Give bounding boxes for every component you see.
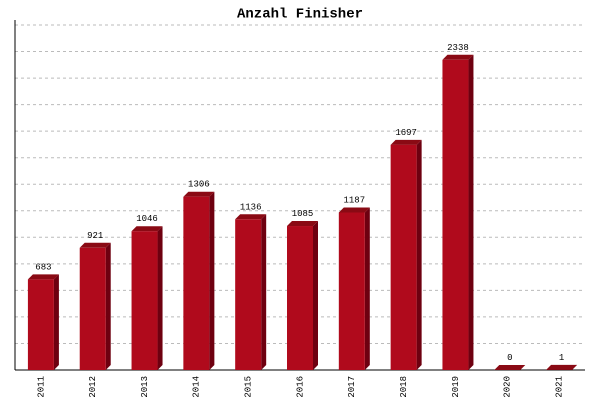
bar bbox=[338, 212, 365, 370]
value-label: 0 bbox=[507, 353, 512, 363]
value-label: 1187 bbox=[344, 195, 366, 205]
value-label: 1046 bbox=[136, 214, 158, 224]
x-tick-label: 2018 bbox=[399, 376, 409, 398]
bar-side bbox=[572, 364, 578, 370]
bar-side bbox=[105, 242, 111, 370]
bar-group bbox=[546, 364, 578, 370]
x-tick-label: 2013 bbox=[140, 376, 150, 398]
bar-side bbox=[468, 54, 474, 371]
bar-group bbox=[442, 54, 474, 371]
bar-top bbox=[131, 226, 163, 232]
bar-top bbox=[79, 242, 111, 248]
bar-top bbox=[287, 221, 318, 227]
bar-group bbox=[287, 221, 318, 370]
bar-top bbox=[546, 364, 578, 370]
bar-group bbox=[131, 226, 163, 370]
x-tick-label: 2016 bbox=[295, 376, 305, 398]
bar-top bbox=[235, 214, 267, 220]
bar-side bbox=[53, 274, 59, 370]
value-label: 1697 bbox=[395, 128, 417, 138]
bar-side bbox=[261, 214, 267, 370]
x-tick-label: 2015 bbox=[244, 376, 254, 398]
bar bbox=[235, 219, 262, 370]
bar bbox=[442, 59, 469, 371]
bar bbox=[131, 231, 158, 370]
x-tick-label: 2020 bbox=[503, 376, 513, 398]
bar-top bbox=[338, 207, 370, 213]
value-label: 683 bbox=[35, 262, 51, 272]
value-label: 1306 bbox=[188, 180, 210, 190]
bar-side bbox=[313, 221, 318, 370]
value-label: 1 bbox=[559, 353, 564, 363]
bar-group bbox=[494, 365, 526, 370]
bar-group bbox=[183, 191, 215, 370]
bar-top bbox=[183, 191, 215, 197]
bar-top bbox=[494, 365, 526, 370]
bar bbox=[390, 144, 417, 370]
bar bbox=[79, 247, 106, 370]
bar bbox=[27, 279, 54, 370]
bar-group bbox=[235, 214, 267, 370]
value-label: 1136 bbox=[240, 202, 262, 212]
x-tick-label: 2021 bbox=[554, 376, 564, 398]
bar-group bbox=[390, 139, 422, 370]
value-label: 921 bbox=[87, 231, 103, 241]
chart-title: Anzahl Finisher bbox=[237, 7, 363, 23]
value-label: 1085 bbox=[292, 209, 314, 219]
bar-group bbox=[79, 242, 111, 370]
bar-group bbox=[27, 274, 59, 370]
bar-group bbox=[338, 207, 370, 370]
bar-side bbox=[416, 139, 422, 370]
bar-top bbox=[390, 139, 422, 145]
x-tick-label: 2014 bbox=[192, 376, 202, 398]
bar-side bbox=[209, 191, 215, 370]
value-label: 2338 bbox=[447, 43, 469, 53]
x-tick-label: 2011 bbox=[36, 376, 46, 398]
x-tick-label: 2017 bbox=[347, 376, 357, 398]
bar-side bbox=[364, 207, 370, 370]
bar-top bbox=[442, 54, 474, 60]
x-tick-label: 2012 bbox=[88, 376, 98, 398]
x-tick-label: 2019 bbox=[451, 376, 461, 398]
bar bbox=[287, 226, 313, 370]
bar-top bbox=[27, 274, 59, 280]
bar bbox=[183, 196, 210, 370]
bar-side bbox=[157, 226, 163, 370]
